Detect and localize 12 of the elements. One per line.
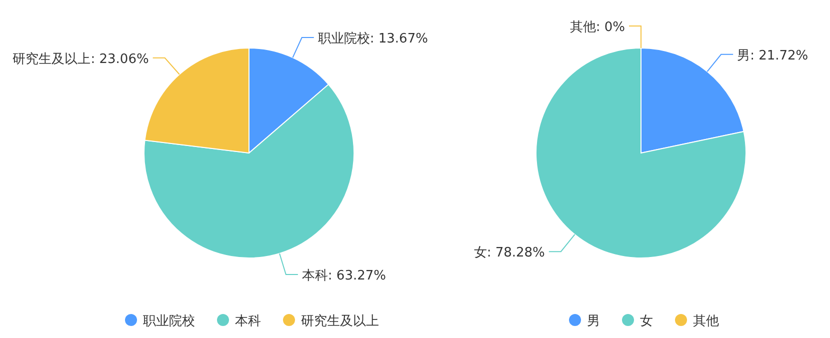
data-label: 研究生及以上: 23.06%	[12, 52, 149, 67]
data-label: 女: 78.28%	[474, 246, 545, 261]
data-label: 本科: 63.27%	[302, 268, 386, 284]
data-label: 职业院校: 13.67%	[318, 32, 428, 47]
legend-label: 其他	[693, 314, 719, 329]
legend-label: 男	[587, 314, 600, 329]
legend-label: 研究生及以上	[301, 314, 379, 329]
legend-label: 女	[640, 314, 653, 329]
legend-label: 职业院校	[143, 314, 195, 329]
legend-label: 本科	[235, 314, 261, 329]
data-label: 男: 21.72%	[737, 48, 808, 64]
text: 其他: 0%	[570, 20, 625, 35]
